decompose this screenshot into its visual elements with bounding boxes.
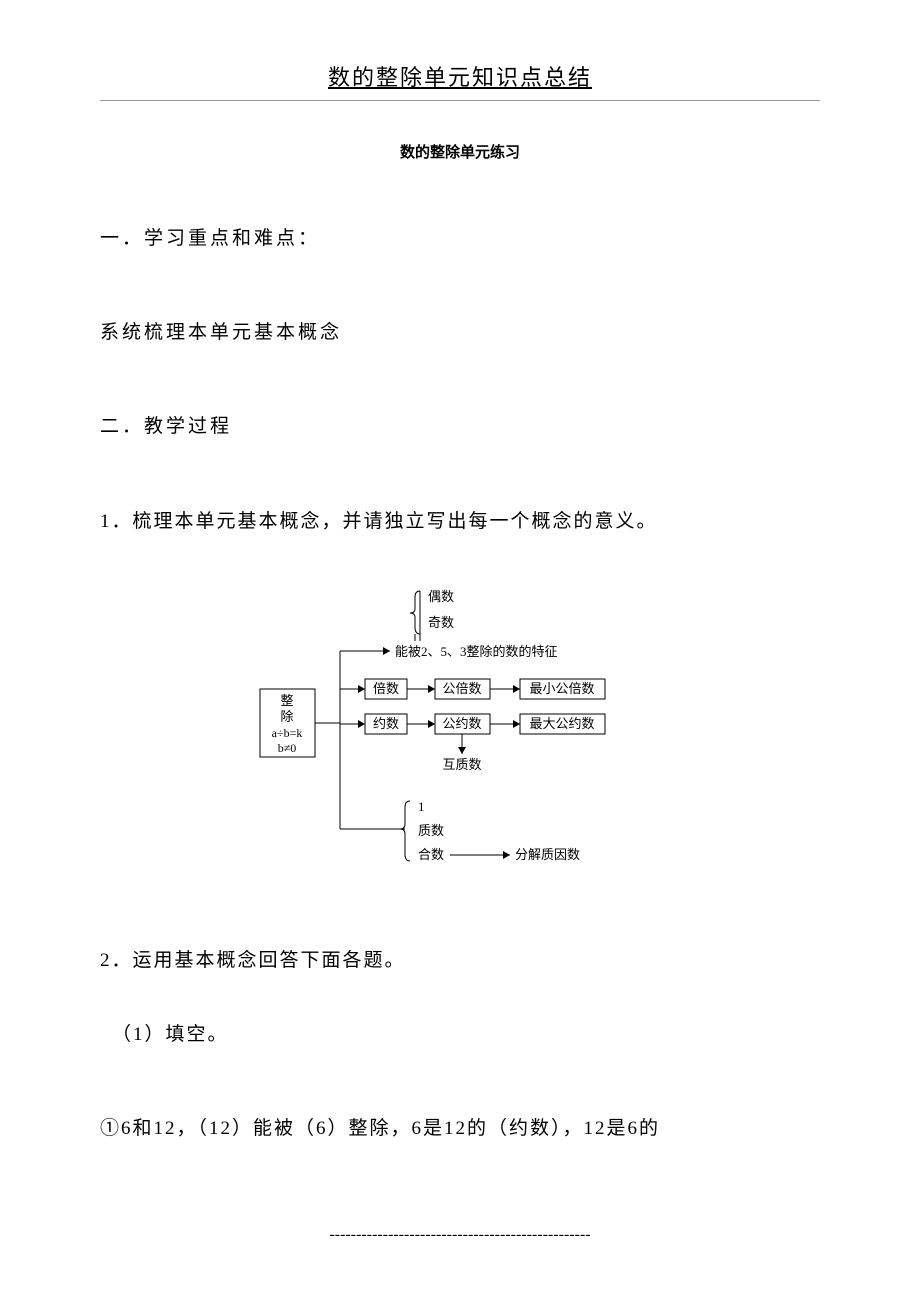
subitem-1: （1）填空。 [112, 1018, 820, 1052]
svg-text:偶数: 偶数 [428, 589, 454, 604]
svg-text:合数: 合数 [418, 847, 444, 862]
question-1: ①6和12，（12）能被（6）整除，6是12的（约数），12是6的 [100, 1112, 820, 1146]
svg-text:质数: 质数 [418, 823, 444, 838]
section-two-label: 二．教学过程 [100, 410, 820, 444]
svg-text:除: 除 [280, 709, 293, 724]
item-2: 2．运用基本概念回答下面各题。 [100, 944, 820, 978]
svg-text:公倍数: 公倍数 [442, 681, 481, 696]
diagram-svg: 整 除 a÷b=k b≠0 能被2、5、3整除的数的特征 偶数 奇数 [250, 579, 670, 879]
svg-text:1: 1 [418, 799, 425, 814]
svg-text:公约数: 公约数 [442, 716, 481, 731]
svg-text:整: 整 [280, 693, 293, 708]
svg-text:能被2、5、3整除的数的特征: 能被2、5、3整除的数的特征 [395, 644, 558, 659]
svg-text:互质数: 互质数 [442, 757, 481, 772]
svg-text:最大公约数: 最大公约数 [529, 716, 594, 731]
svg-text:最小公倍数: 最小公倍数 [529, 681, 594, 696]
svg-text:b≠0: b≠0 [278, 741, 297, 755]
concept-diagram: 整 除 a÷b=k b≠0 能被2、5、3整除的数的特征 偶数 奇数 [100, 579, 820, 884]
page-title: 数的整除单元知识点总结 [100, 60, 820, 101]
svg-text:分解质因数: 分解质因数 [515, 847, 580, 862]
footer-dashes: ----------------------------------------… [100, 1226, 820, 1244]
section-one-body: 系统梳理本单元基本概念 [100, 316, 820, 350]
item-1: 1．梳理本单元基本概念，并请独立写出每一个概念的意义。 [100, 505, 820, 539]
svg-text:奇数: 奇数 [428, 615, 454, 630]
subtitle: 数的整除单元练习 [100, 141, 820, 162]
section-one-label: 一．学习重点和难点： [100, 222, 820, 256]
svg-text:倍数: 倍数 [373, 681, 399, 696]
svg-text:a÷b=k: a÷b=k [272, 726, 303, 740]
svg-text:约数: 约数 [373, 716, 399, 731]
